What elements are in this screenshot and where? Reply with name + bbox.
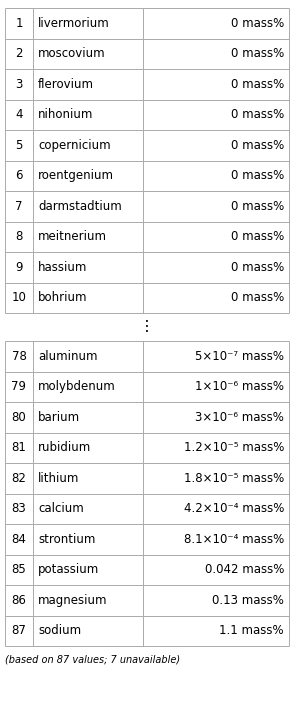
Text: sodium: sodium bbox=[38, 624, 81, 637]
Text: 4.2×10⁻⁴ mass%: 4.2×10⁻⁴ mass% bbox=[184, 502, 284, 516]
Text: 8: 8 bbox=[15, 230, 23, 243]
Text: strontium: strontium bbox=[38, 533, 95, 546]
Text: 0 mass%: 0 mass% bbox=[231, 199, 284, 213]
Text: 5×10⁻⁷ mass%: 5×10⁻⁷ mass% bbox=[195, 350, 284, 363]
Text: 0 mass%: 0 mass% bbox=[231, 261, 284, 274]
Text: 2: 2 bbox=[15, 47, 23, 60]
Text: meitnerium: meitnerium bbox=[38, 230, 107, 243]
Text: 0 mass%: 0 mass% bbox=[231, 139, 284, 152]
Text: livermorium: livermorium bbox=[38, 16, 110, 30]
Text: 0.13 mass%: 0.13 mass% bbox=[212, 593, 284, 607]
Text: 82: 82 bbox=[11, 472, 26, 485]
Text: 0 mass%: 0 mass% bbox=[231, 169, 284, 182]
Text: 3×10⁻⁶ mass%: 3×10⁻⁶ mass% bbox=[195, 410, 284, 424]
Text: roentgenium: roentgenium bbox=[38, 169, 114, 182]
Text: magnesium: magnesium bbox=[38, 593, 108, 607]
Text: 84: 84 bbox=[11, 533, 26, 546]
Text: 80: 80 bbox=[12, 410, 26, 424]
Text: 86: 86 bbox=[11, 593, 26, 607]
Text: hassium: hassium bbox=[38, 261, 87, 274]
Text: 83: 83 bbox=[12, 502, 26, 516]
Text: 4: 4 bbox=[15, 108, 23, 122]
Text: 0 mass%: 0 mass% bbox=[231, 47, 284, 60]
Text: 1.2×10⁻⁵ mass%: 1.2×10⁻⁵ mass% bbox=[184, 441, 284, 454]
Text: 79: 79 bbox=[11, 380, 26, 393]
Text: aluminum: aluminum bbox=[38, 350, 98, 363]
Text: 81: 81 bbox=[11, 441, 26, 454]
Text: 1: 1 bbox=[15, 16, 23, 30]
Text: 0 mass%: 0 mass% bbox=[231, 108, 284, 122]
Text: 3: 3 bbox=[15, 78, 23, 91]
Text: ⋮: ⋮ bbox=[139, 320, 155, 335]
Text: molybdenum: molybdenum bbox=[38, 380, 116, 393]
Text: 78: 78 bbox=[11, 350, 26, 363]
Text: 0 mass%: 0 mass% bbox=[231, 291, 284, 305]
Text: 8.1×10⁻⁴ mass%: 8.1×10⁻⁴ mass% bbox=[184, 533, 284, 546]
Text: rubidium: rubidium bbox=[38, 441, 91, 454]
Text: copernicium: copernicium bbox=[38, 139, 111, 152]
Text: bohrium: bohrium bbox=[38, 291, 88, 305]
Text: 87: 87 bbox=[11, 624, 26, 637]
Text: 0 mass%: 0 mass% bbox=[231, 16, 284, 30]
Text: darmstadtium: darmstadtium bbox=[38, 199, 122, 213]
Text: 10: 10 bbox=[11, 291, 26, 305]
Text: calcium: calcium bbox=[38, 502, 84, 516]
Text: 0 mass%: 0 mass% bbox=[231, 78, 284, 91]
Text: nihonium: nihonium bbox=[38, 108, 93, 122]
Text: 5: 5 bbox=[15, 139, 23, 152]
Text: 6: 6 bbox=[15, 169, 23, 182]
Text: 1.1 mass%: 1.1 mass% bbox=[219, 624, 284, 637]
Text: 9: 9 bbox=[15, 261, 23, 274]
Text: 7: 7 bbox=[15, 199, 23, 213]
Text: 0.042 mass%: 0.042 mass% bbox=[205, 563, 284, 576]
Text: (based on 87 values; 7 unavailable): (based on 87 values; 7 unavailable) bbox=[5, 655, 180, 665]
Text: moscovium: moscovium bbox=[38, 47, 106, 60]
Text: 1.8×10⁻⁵ mass%: 1.8×10⁻⁵ mass% bbox=[184, 472, 284, 485]
Text: flerovium: flerovium bbox=[38, 78, 94, 91]
Text: lithium: lithium bbox=[38, 472, 79, 485]
Text: 0 mass%: 0 mass% bbox=[231, 230, 284, 243]
Text: 85: 85 bbox=[12, 563, 26, 576]
Text: 1×10⁻⁶ mass%: 1×10⁻⁶ mass% bbox=[195, 380, 284, 393]
Text: barium: barium bbox=[38, 410, 80, 424]
Text: potassium: potassium bbox=[38, 563, 99, 576]
